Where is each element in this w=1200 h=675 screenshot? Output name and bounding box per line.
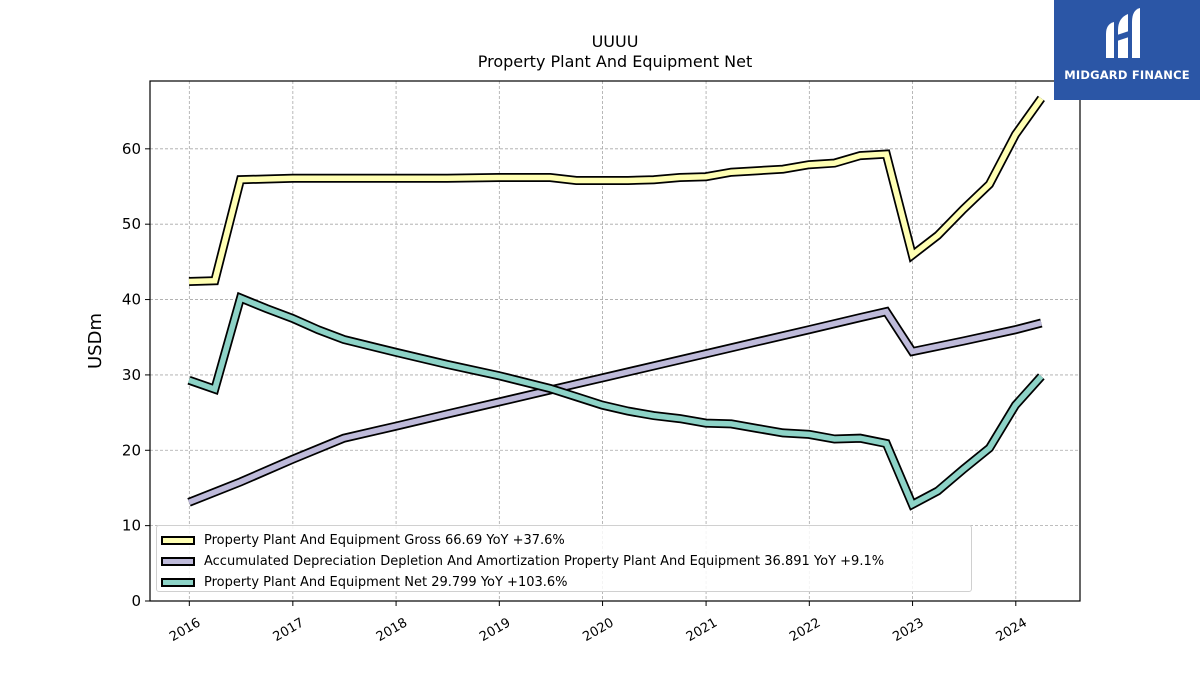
series-line-0 [188,96,1044,285]
brand-logo: MIDGARD FINANCE [1054,0,1200,100]
plot-frame [149,80,1081,602]
series-line-2 [188,294,1044,509]
y-tick-label: 40 [122,291,141,309]
plot-area [150,81,1080,601]
x-tick-label: 2017 [271,615,307,645]
x-tick-label: 2018 [374,615,410,645]
y-tick-label: 30 [122,366,141,384]
series-lines [187,95,1045,511]
legend-swatch-depreciation [161,557,195,566]
legend-item-depreciation: Accumulated Depreciation Depletion And A… [157,551,971,572]
logo-mark-icon [1106,8,1140,58]
legend-item-gross: Property Plant And Equipment Gross 66.69… [157,530,971,551]
y-tick-label: 60 [122,140,141,158]
y-axis-label: USDm [85,313,106,369]
x-tick-label: 2021 [684,615,720,645]
x-tick-label: 2023 [890,615,926,645]
chart-title: UUUU [591,32,639,51]
y-axis: 0 10 20 30 40 50 60 [122,140,150,610]
x-axis: 2016 2017 2018 2019 2020 2021 2022 2023 2024 [167,601,1030,645]
x-tick-label: 2020 [580,615,616,645]
legend-item-net: Property Plant And Equipment Net 29.799 … [157,572,971,593]
legend-label-net: Property Plant And Equipment Net 29.799 … [204,575,568,590]
y-tick-label: 0 [131,592,141,610]
legend-label-gross: Property Plant And Equipment Gross 66.69… [204,533,565,548]
y-tick-label: 10 [122,517,141,535]
y-tick-label: 20 [122,441,141,459]
series-line-1 [187,308,1042,505]
chart-subtitle: Property Plant And Equipment Net [477,52,753,71]
legend-label-depreciation: Accumulated Depreciation Depletion And A… [204,554,885,569]
legend-swatch-gross [161,536,195,545]
y-tick-label: 50 [122,215,141,233]
x-tick-label: 2016 [167,615,203,645]
legend-swatch-net [161,578,195,587]
legend: Property Plant And Equipment Gross 66.69… [156,525,972,592]
x-tick-label: 2024 [994,615,1030,645]
x-tick-label: 2022 [787,615,823,645]
x-tick-label: 2019 [477,615,513,645]
logo-text: MIDGARD FINANCE [1064,68,1190,82]
